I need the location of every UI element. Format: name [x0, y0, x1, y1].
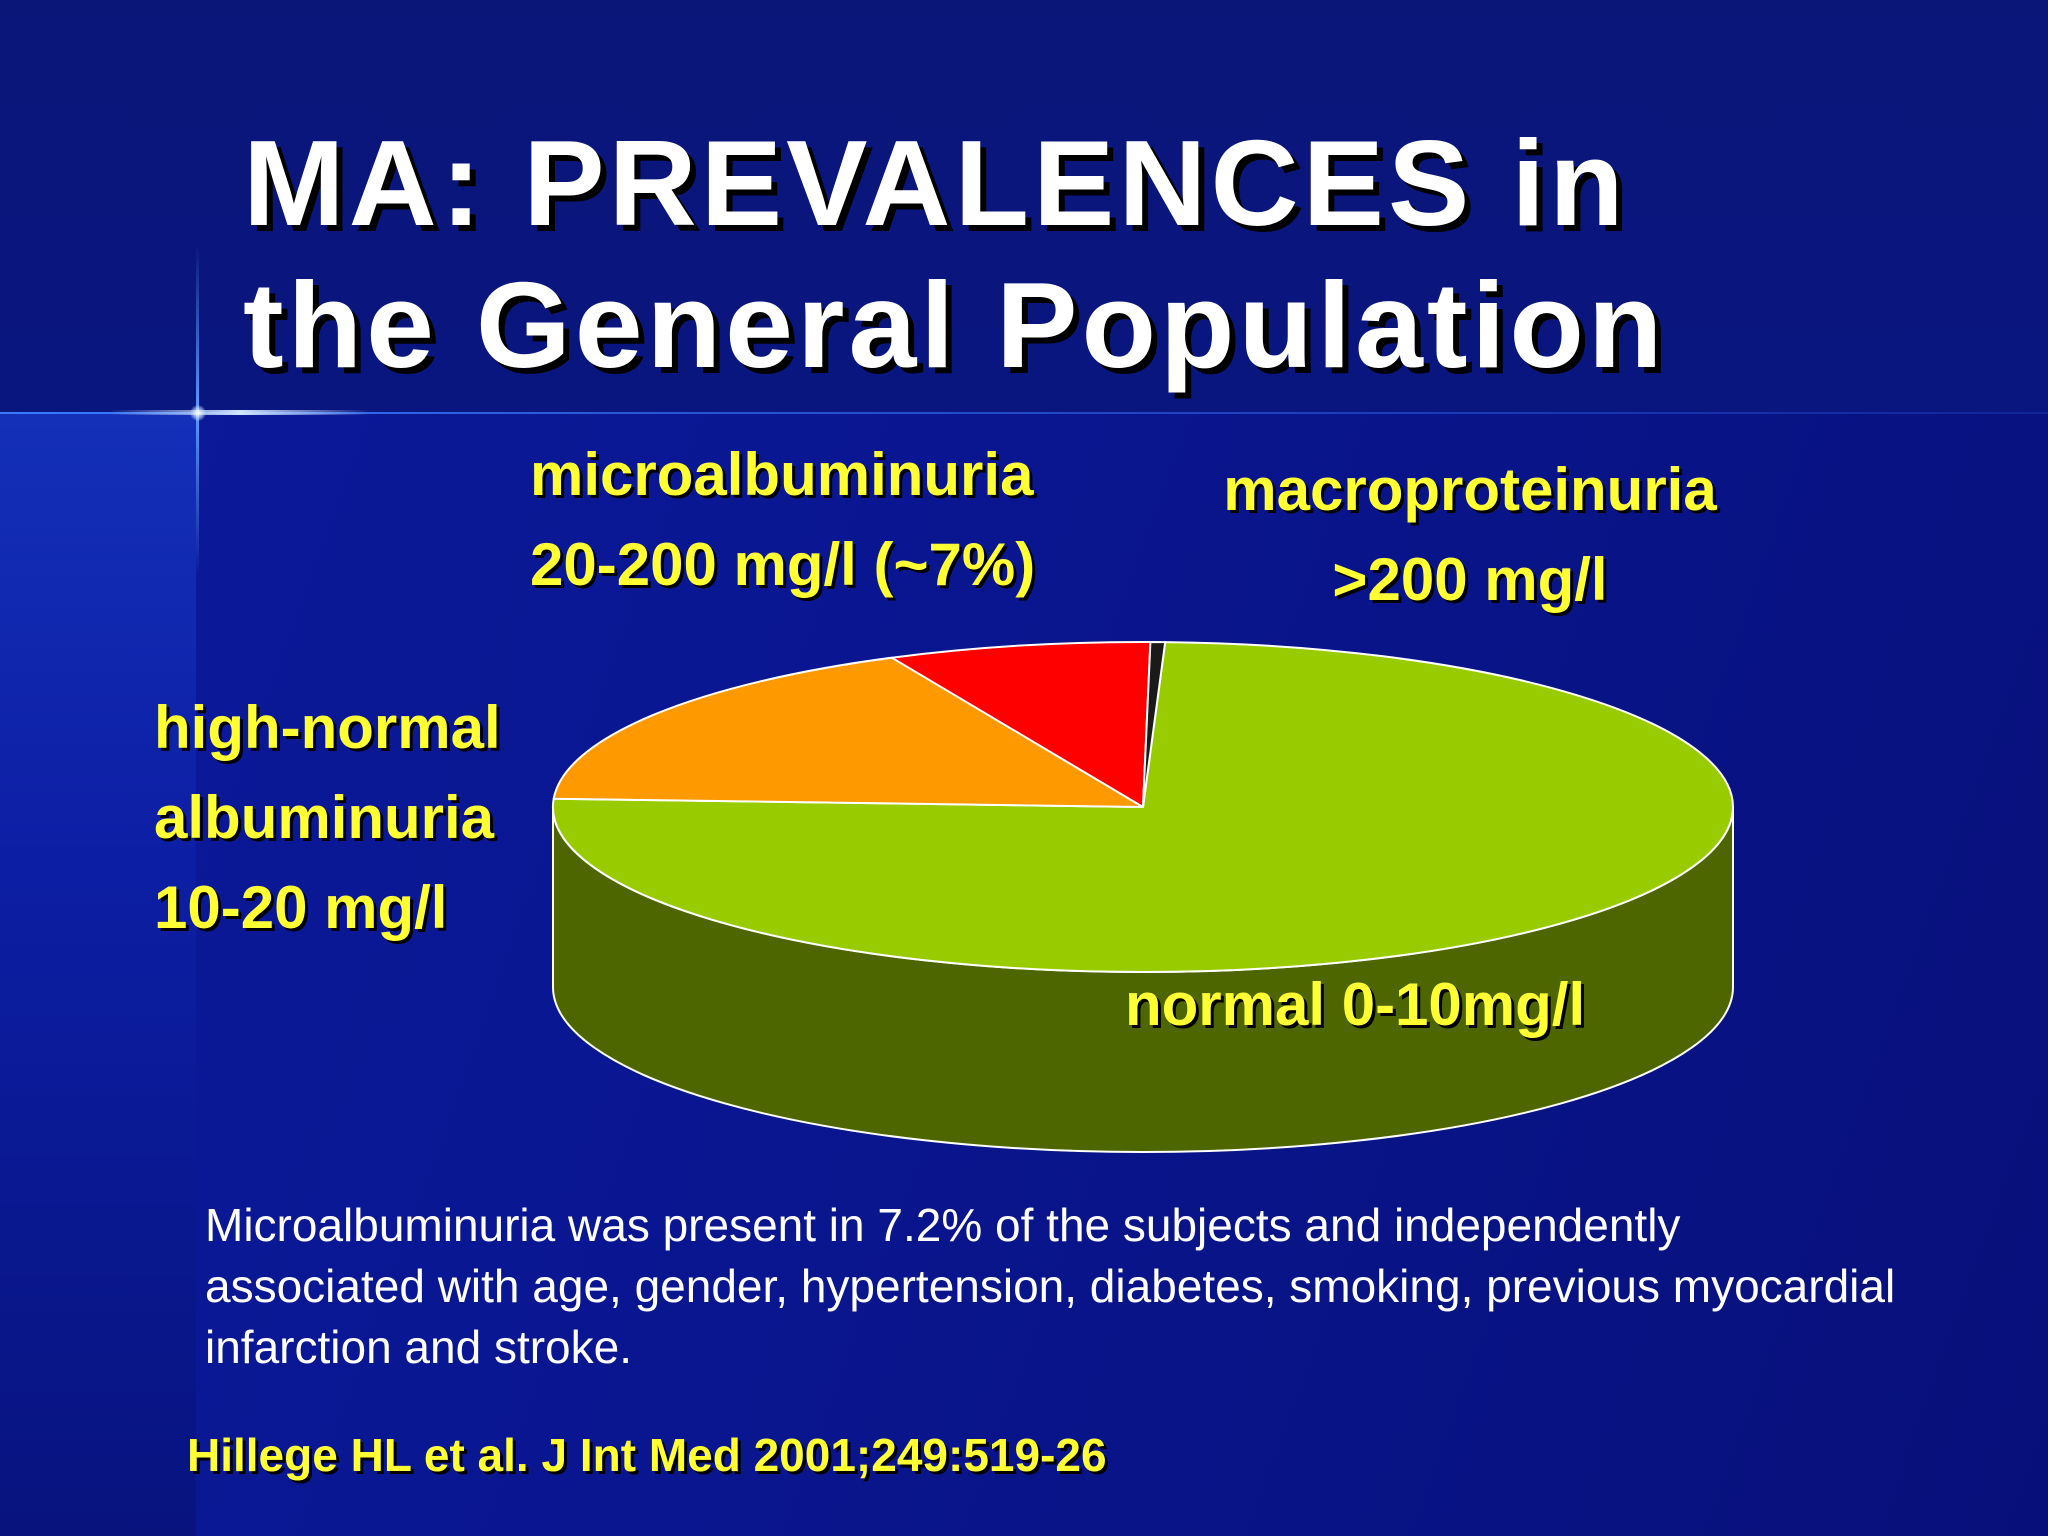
title-band [0, 0, 2048, 412]
pie-slice-3 [1142, 641, 1167, 808]
pie-slice-2 [890, 640, 1152, 808]
label-microalbuminuria: microalbuminuria 20-200 mg/l (~7%) [530, 430, 1035, 610]
left-accent-strip [0, 412, 196, 1536]
divider-line [0, 412, 2048, 414]
label-normal-text: normal 0-10mg/l [1125, 971, 1586, 1038]
horizontal-accent-line [110, 410, 370, 415]
label-normal: normal 0-10mg/l [1125, 960, 1585, 1050]
label-micro-line-1: microalbuminuria [530, 441, 1034, 508]
citation: Hillege HL et al. J Int Med 2001;249:519… [187, 1429, 1107, 1481]
label-high-line-3: 10-20 mg/l [154, 874, 448, 941]
slide-title: MA: PREVALENCES in the General Populatio… [243, 112, 1943, 396]
label-macroproteinuria: macroproteinuria >200 mg/l [1190, 445, 1750, 625]
body-text: Microalbuminuria was present in 7.2% of … [205, 1199, 1896, 1373]
label-high-line-1: high-normal [154, 694, 501, 761]
label-micro-line-2: 20-200 mg/l (~7%) [530, 531, 1036, 598]
label-macro-line-2: >200 mg/l [1332, 546, 1608, 613]
label-high-line-2: albuminuria [154, 784, 495, 851]
pie-slice-1 [552, 656, 1144, 808]
title-line-1: MA: PREVALENCES in [243, 115, 1628, 251]
sparkle-icon [190, 405, 206, 421]
label-macro-line-1: macroproteinuria [1223, 456, 1717, 523]
title-line-2: the General Population [243, 257, 1667, 393]
label-high-normal: high-normal albuminuria 10-20 mg/l [154, 683, 501, 953]
